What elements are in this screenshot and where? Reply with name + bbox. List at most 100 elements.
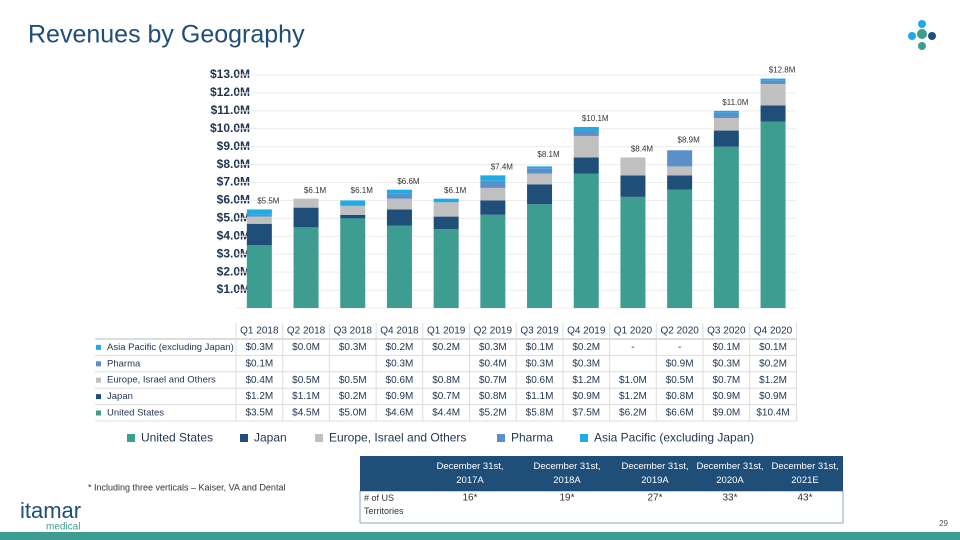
y-tick-label: $6.0M <box>217 193 250 207</box>
total-label: $11.0M <box>722 98 748 107</box>
y-tick-label: $4.0M <box>217 228 250 242</box>
table-cell: $0.2M <box>339 391 367 402</box>
x-tick-label: Q1 2020 <box>614 326 653 337</box>
bar-segment <box>386 193 412 199</box>
bar-segment <box>293 227 319 308</box>
legend-key <box>127 434 135 442</box>
table-cell: $0.8M <box>479 391 507 402</box>
x-tick-label: Q3 2019 <box>520 326 559 337</box>
y-tick-label: $9.0M <box>217 139 250 153</box>
legend-key <box>315 434 323 442</box>
bar-segment <box>386 209 412 226</box>
table-cell: $9.0M <box>712 408 740 419</box>
page-number: 29 <box>939 519 948 528</box>
total-label: $8.4M <box>631 145 654 154</box>
row-label: Asia Pacific (excluding Japan) <box>107 342 234 353</box>
bar-segment <box>340 218 366 308</box>
bar-segment <box>340 205 366 215</box>
bar-segment <box>713 112 739 119</box>
bar-segment <box>573 126 599 131</box>
legend-key <box>497 434 505 442</box>
x-tick-label: Q1 2018 <box>240 326 279 337</box>
bar-segment <box>386 225 412 308</box>
bar-segment <box>667 175 693 190</box>
bar-segment <box>246 214 272 217</box>
y-tick-label: $12.0M <box>210 85 250 99</box>
y-tick-label: $8.0M <box>217 157 250 171</box>
y-tick-label: $3.0M <box>217 246 250 260</box>
y-tick-label: $2.0M <box>217 264 250 278</box>
legend-label: Japan <box>254 431 287 445</box>
y-tick-label: $1.0M <box>217 282 250 296</box>
table-cell: $0.1M <box>526 342 554 353</box>
total-label: $10.1M <box>582 114 609 123</box>
x-tick-label: Q4 2020 <box>754 326 793 337</box>
bar-segment <box>573 173 599 308</box>
x-tick-label: Q3 2020 <box>707 326 746 337</box>
bar-segment <box>433 198 459 203</box>
bar-segment <box>246 223 272 246</box>
table-cell: $0.3M <box>339 342 367 353</box>
table-cell: $0.6M <box>386 375 414 386</box>
row-key <box>96 361 101 367</box>
table-cell: 19* <box>559 493 574 504</box>
table-cell: $0.2M <box>432 342 460 353</box>
bar-segment <box>713 130 739 147</box>
slide-title: Revenues by Geography <box>28 21 305 49</box>
table-cell: $0.3M <box>526 358 554 369</box>
legend-key <box>580 434 588 442</box>
total-label: $5.5M <box>257 197 280 206</box>
bar-segment <box>667 166 693 176</box>
table-cell: $1.2M <box>572 375 600 386</box>
table-cell: $0.3M <box>245 342 273 353</box>
bar-segment <box>760 105 786 122</box>
table-cell: $0.9M <box>386 391 414 402</box>
table-cell: $0.6M <box>526 375 554 386</box>
table-cell: $5.0M <box>339 408 367 419</box>
row-label: # of US Territories <box>364 493 404 516</box>
table-cell: $7.5M <box>572 408 600 419</box>
x-tick-label: Q2 2018 <box>287 326 326 337</box>
bar-segment <box>480 187 506 201</box>
row-label: Europe, Israel and Others <box>107 375 216 386</box>
bar-segment <box>713 118 739 131</box>
bar-segment <box>480 180 506 188</box>
table-cell: $4.5M <box>292 408 320 419</box>
x-tick-label: Q4 2019 <box>567 326 606 337</box>
corner-icon <box>908 20 936 50</box>
column-header: December 31st, 2018A <box>533 461 600 486</box>
bar-segment <box>293 207 319 228</box>
table-cell: $0.2M <box>759 358 787 369</box>
table-cell: $0.0M <box>292 342 320 353</box>
table-cell: $0.9M <box>759 391 787 402</box>
table-cell: $0.3M <box>386 358 414 369</box>
legend-label: Asia Pacific (excluding Japan) <box>594 431 754 445</box>
bar-segment <box>620 196 646 308</box>
bar-segment <box>667 150 693 167</box>
table-cell: $4.4M <box>432 408 460 419</box>
legend-label: Europe, Israel and Others <box>329 431 466 445</box>
table-cell: $1.2M <box>245 391 273 402</box>
legend-key <box>240 434 248 442</box>
total-label: $12.8M <box>769 66 796 75</box>
table-cell: - <box>678 342 681 353</box>
bar-segment <box>667 189 693 308</box>
total-label: $6.1M <box>304 186 327 195</box>
table-cell: $1.1M <box>292 391 320 402</box>
y-tick-label: $11.0M <box>211 103 250 117</box>
table-cell: $6.2M <box>619 408 647 419</box>
x-tick-label: Q2 2020 <box>660 326 699 337</box>
y-tick-label: $13.0M <box>210 67 250 81</box>
legend-label: Pharma <box>511 431 553 445</box>
column-header: December 31st, 2017A <box>436 461 503 486</box>
table-cell: $0.5M <box>292 375 320 386</box>
table-cell: 43* <box>797 493 812 504</box>
table-body-bg <box>359 490 844 524</box>
table-cell: $0.8M <box>666 391 694 402</box>
bar-segment <box>293 198 319 208</box>
total-label: $8.1M <box>537 150 560 159</box>
bar-segment <box>620 157 646 176</box>
table-cell: 33* <box>722 493 737 504</box>
bar-segment <box>386 198 412 210</box>
